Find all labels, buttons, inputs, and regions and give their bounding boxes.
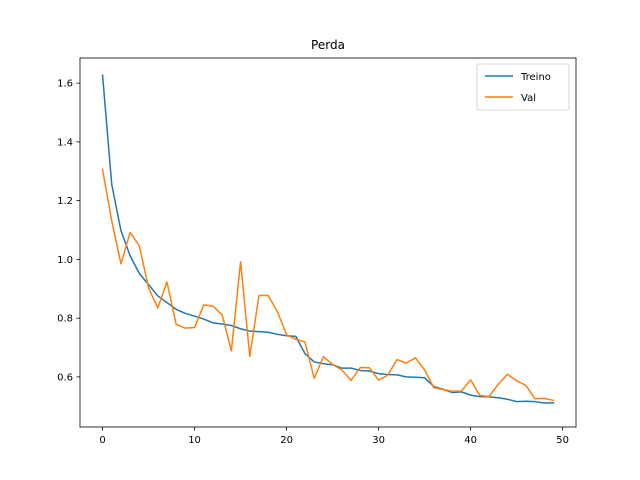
plot-lines	[101, 74, 555, 404]
x-tick-label: 50	[556, 435, 569, 446]
y-tick-label: 1.2	[57, 196, 73, 207]
x-tick-label: 10	[188, 435, 201, 446]
chart-title: Perda	[311, 38, 345, 52]
x-tick-label: 20	[280, 435, 293, 446]
series-line-treino	[101, 74, 555, 404]
axes-frame	[79, 57, 577, 428]
x-tick-label: 0	[99, 435, 105, 446]
y-axis-ticks: 0.6 0.8 1.0 1.2 1.4 1.6	[57, 79, 80, 383]
x-tick-label: 40	[464, 435, 477, 446]
legend-label-val: Val	[521, 93, 536, 104]
x-axis-ticks: 0 10 20 30 40 50	[99, 427, 569, 446]
y-tick-label: 1.4	[57, 137, 73, 148]
y-tick-label: 1.6	[57, 79, 73, 90]
legend: Treino Val	[476, 63, 570, 111]
axes-border	[79, 57, 577, 428]
legend-label-treino: Treino	[520, 72, 551, 83]
y-tick-label: 1.0	[57, 255, 73, 266]
y-tick-label: 0.6	[57, 372, 73, 383]
x-tick-label: 30	[372, 435, 385, 446]
series-line-val	[101, 168, 555, 402]
y-tick-label: 0.8	[57, 314, 73, 325]
